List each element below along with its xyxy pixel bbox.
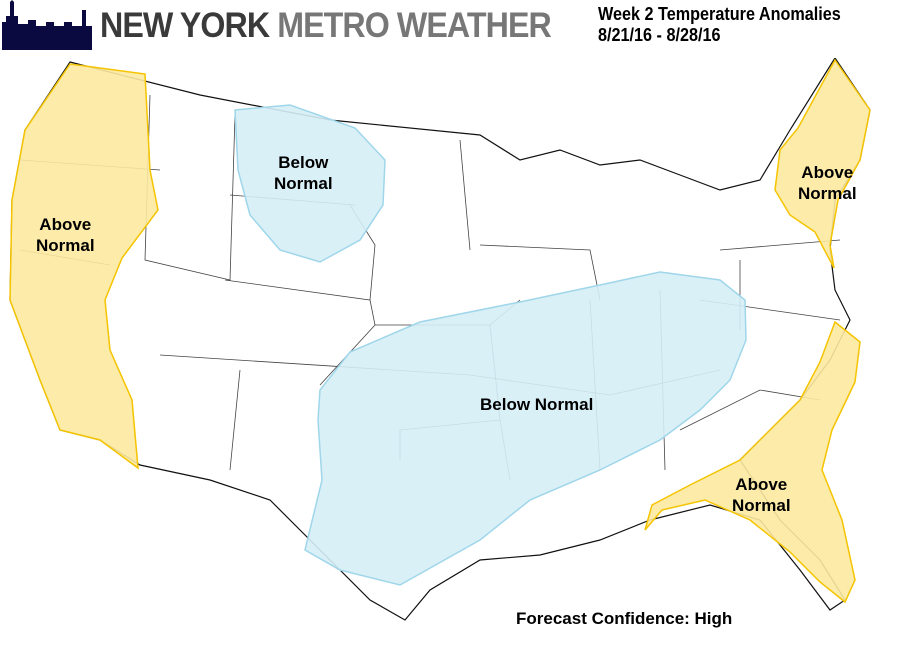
skyline-logo [2,0,92,50]
label-west: Above Normal [36,215,95,255]
above-normal-southeast [644,320,861,604]
above-normal-west [9,63,159,470]
brand-name: NEW YORK METRO WEATHER [100,6,552,45]
forecast-confidence: Forecast Confidence: High [516,609,733,628]
label-southeast: Above Normal [732,475,791,515]
label-central: Below Normal [480,395,594,414]
map-title: Week 2 Temperature Anomalies 8/21/16 - 8/… [598,4,841,45]
below-normal-north-plains [234,104,386,263]
above-normal-northeast [774,58,871,269]
label-north-plains: Below Normal [274,153,333,193]
label-northeast: Above Normal [798,163,857,203]
below-normal-central [304,271,747,586]
header: NEW YORK METRO WEATHER Week 2 Temperatur… [0,0,900,58]
date-range: 8/21/16 - 8/28/16 [598,25,721,45]
